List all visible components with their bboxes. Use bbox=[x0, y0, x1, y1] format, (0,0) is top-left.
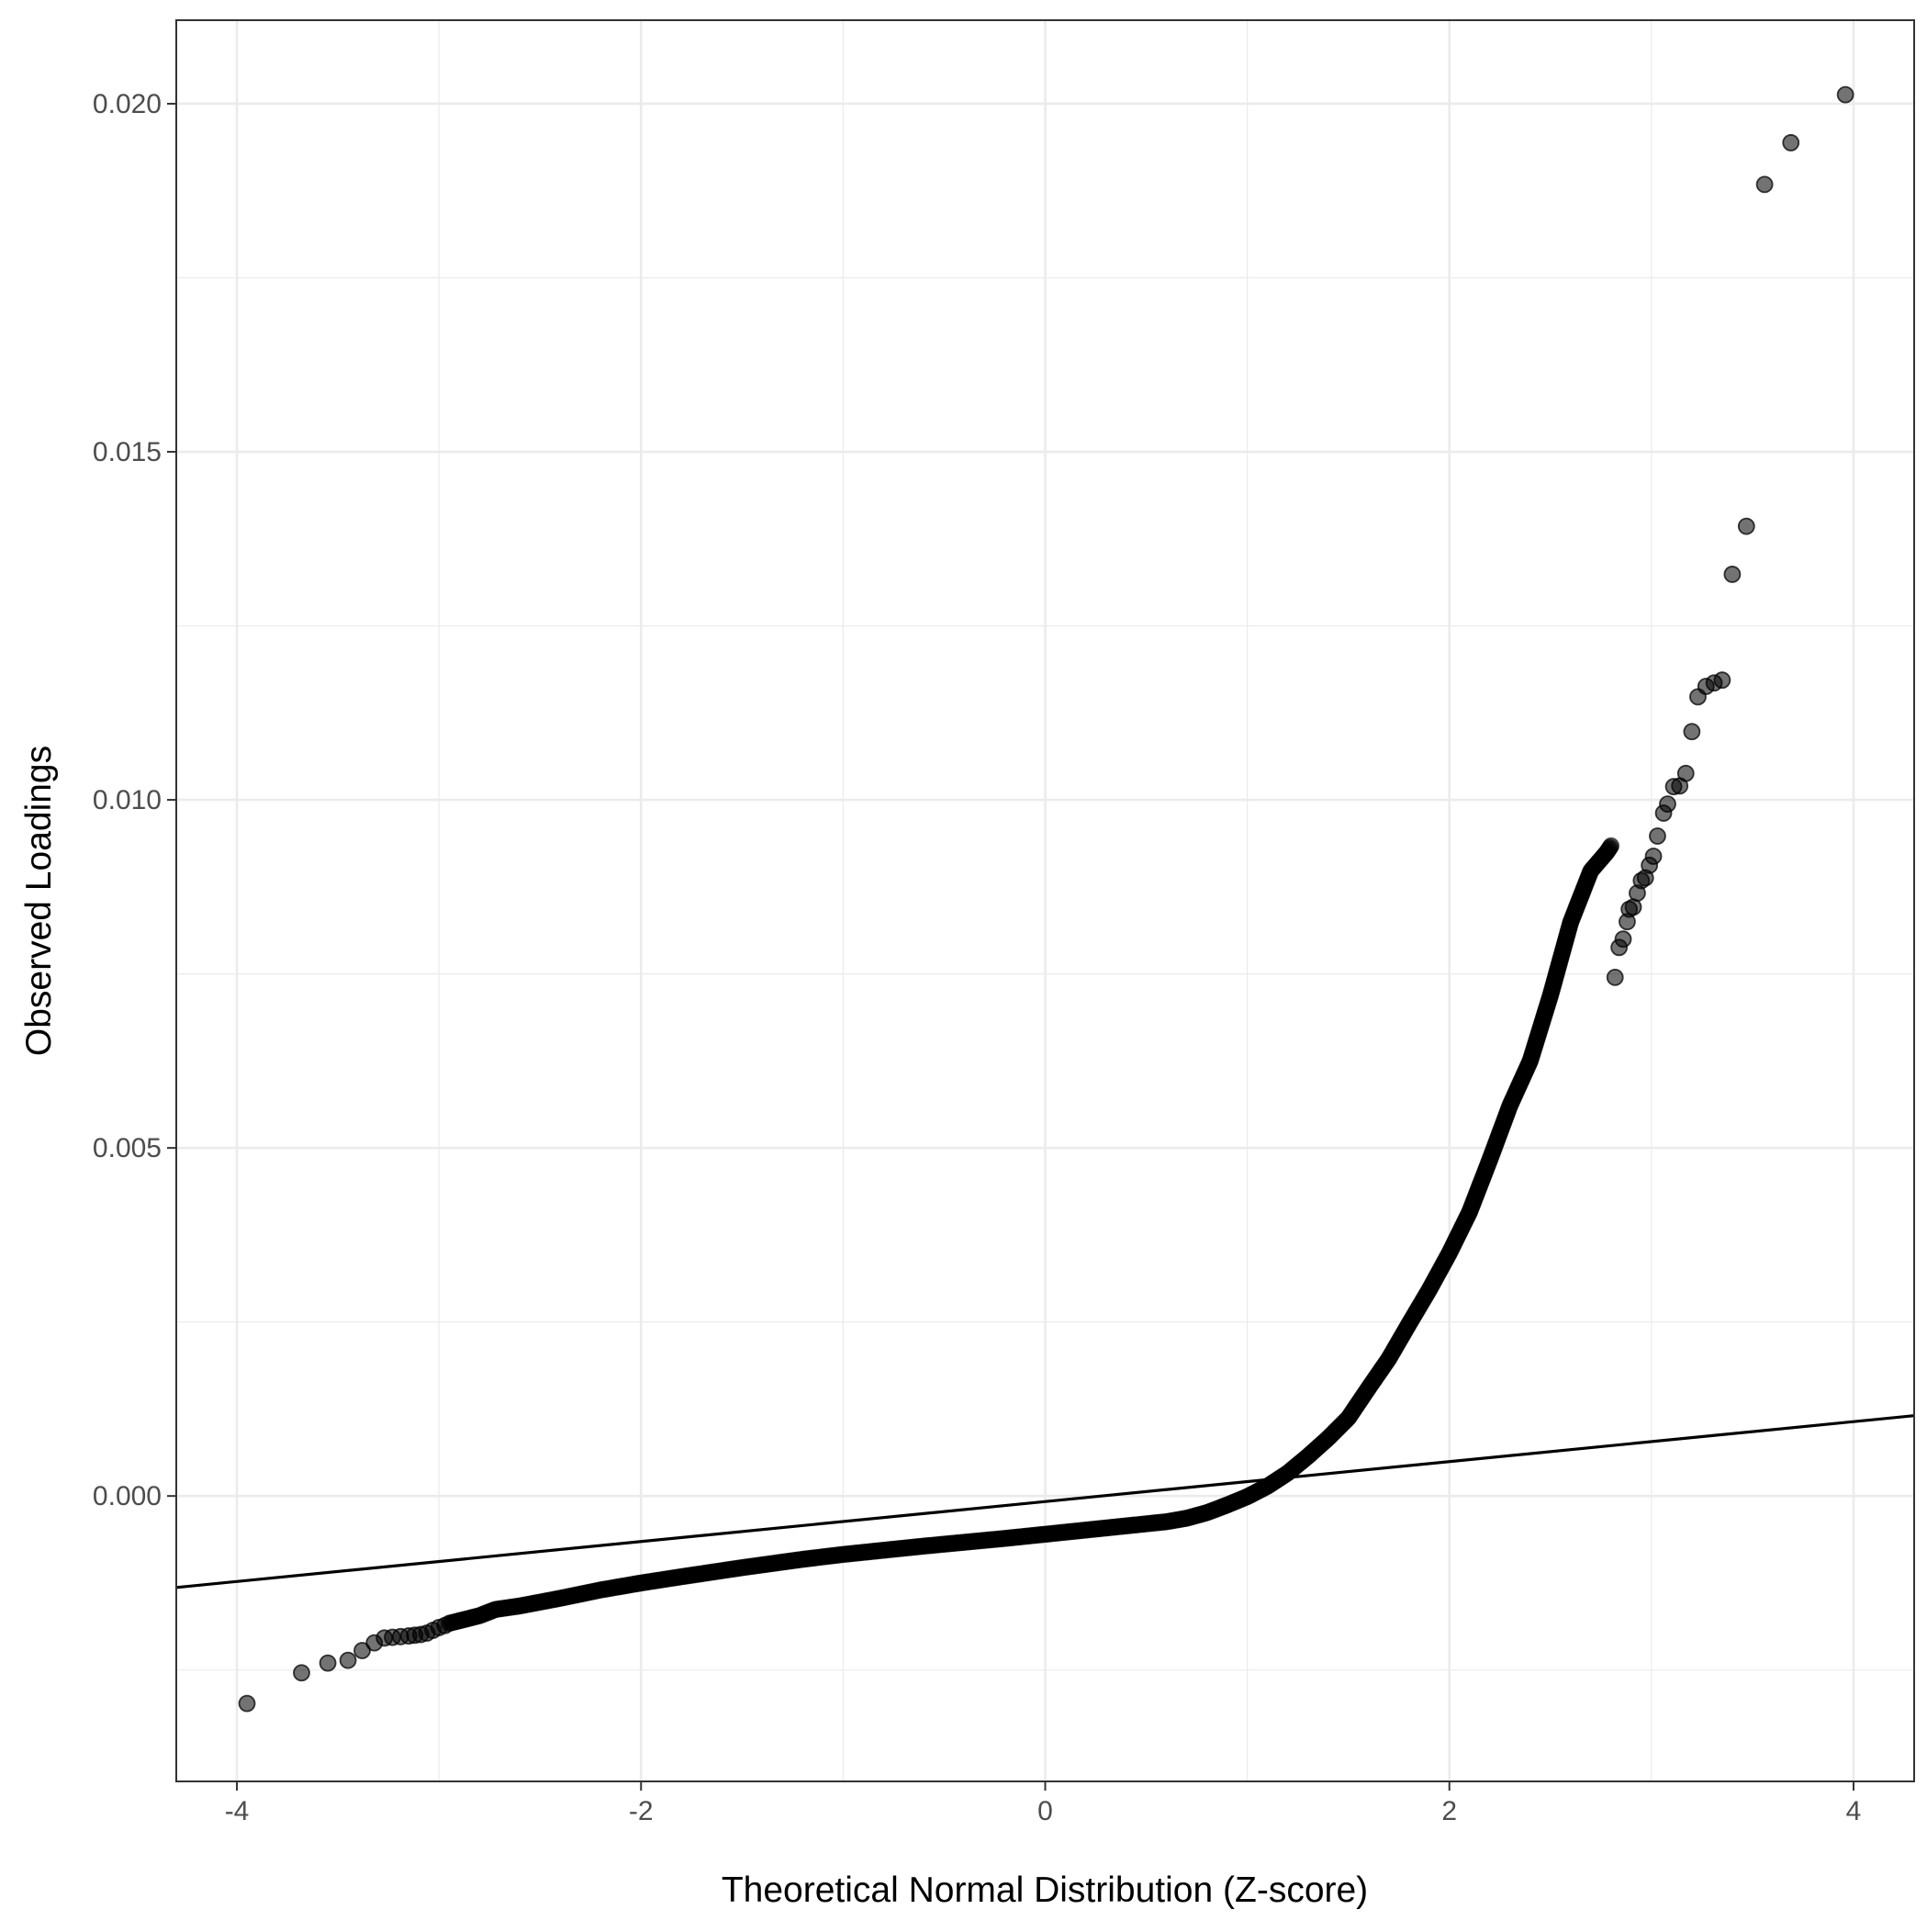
y-tick-label: 0.005 bbox=[93, 1133, 162, 1163]
y-tick-label: 0.000 bbox=[93, 1481, 162, 1511]
qq-point-outlier bbox=[1676, 764, 1695, 782]
x-tick-label: 4 bbox=[1846, 1796, 1862, 1826]
qq-point-outlier bbox=[1723, 566, 1742, 583]
reference-line bbox=[175, 1414, 1915, 1589]
qq-point-outlier bbox=[319, 1654, 337, 1672]
qq-point-outlier bbox=[1836, 85, 1854, 104]
reference-line-layer bbox=[175, 1414, 1915, 1589]
qq-point-outlier bbox=[1737, 517, 1755, 535]
x-axis-ticks: -4 -2 0 2 4 bbox=[225, 1781, 1862, 1826]
x-tick-label: -2 bbox=[629, 1796, 654, 1826]
qq-point-outlier bbox=[293, 1664, 310, 1682]
qq-point-outlier bbox=[1659, 795, 1676, 814]
qq-point-outlier bbox=[1782, 134, 1800, 152]
qq-point-outlier bbox=[1683, 723, 1701, 741]
qq-point bbox=[1602, 837, 1620, 855]
x-tick-label: 0 bbox=[1037, 1796, 1053, 1826]
qq-point-outlier bbox=[238, 1694, 256, 1713]
qq-point-outlier bbox=[1644, 848, 1663, 865]
qq-point-outlier bbox=[1614, 930, 1632, 949]
qq-point-outlier bbox=[1755, 175, 1774, 194]
qq-point-outlier bbox=[436, 1616, 454, 1634]
y-axis-title: Observed Loadings bbox=[19, 746, 59, 1056]
x-tick-label: 2 bbox=[1441, 1796, 1457, 1826]
qq-point-outlier bbox=[353, 1642, 371, 1659]
y-tick-label: 0.015 bbox=[93, 437, 162, 467]
qq-point-outlier bbox=[1713, 671, 1731, 690]
qq-point-outlier bbox=[339, 1651, 357, 1669]
y-tick-label: 0.020 bbox=[93, 89, 162, 119]
points-layer bbox=[238, 85, 1854, 1713]
y-axis-ticks: 0.000 0.005 0.010 0.015 0.020 bbox=[93, 89, 176, 1511]
x-tick-label: -4 bbox=[225, 1796, 250, 1826]
x-axis-title: Theoretical Normal Distribution (Z-score… bbox=[722, 1870, 1368, 1910]
qq-point-outlier bbox=[1606, 968, 1624, 986]
y-tick-label: 0.010 bbox=[93, 785, 162, 815]
grid-major bbox=[176, 20, 1914, 1781]
qq-point-outlier bbox=[1649, 827, 1666, 845]
